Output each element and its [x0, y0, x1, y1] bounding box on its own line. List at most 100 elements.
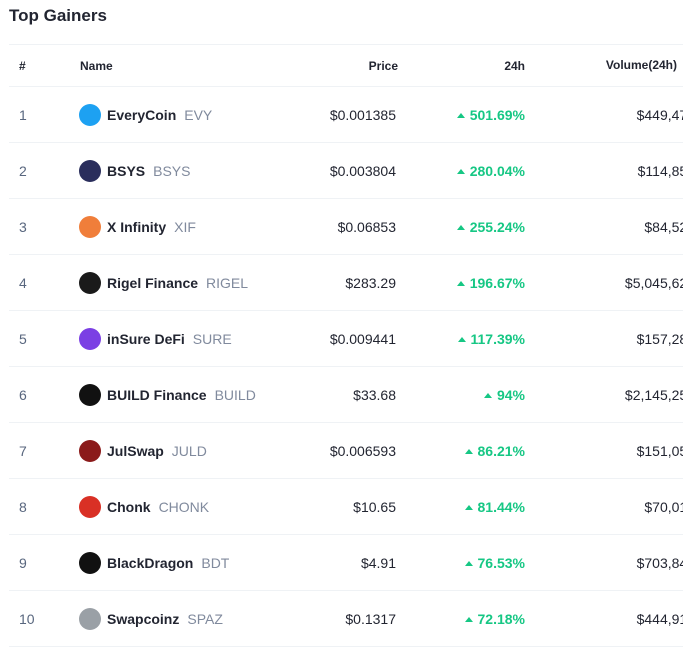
coin-name[interactable]: X Infinity — [107, 218, 167, 235]
rank-cell: 3 — [9, 198, 79, 255]
blackdragon-icon — [79, 551, 101, 574]
price-cell: $0.1317 — [280, 590, 398, 647]
column-header-price[interactable]: Price — [280, 44, 398, 87]
julswap-icon — [79, 439, 101, 462]
rank-cell: 8 — [9, 478, 79, 535]
volume-cell: $2,145,252 — [537, 366, 683, 423]
name-cell[interactable]: X Infinity XIF — [79, 198, 280, 255]
table-row[interactable]: 6 BUILD Finance BUILD $33.68 94% $2,145,252 — [9, 366, 683, 423]
coin-symbol: BSYS — [153, 162, 191, 179]
rank-cell: 2 — [9, 142, 79, 199]
coin-name[interactable]: BUILD Finance — [107, 386, 207, 403]
table-row[interactable]: 3 X Infinity XIF $0.06853 255.24% $84,528 — [9, 198, 683, 255]
change-24h-cell: 255.24% — [398, 198, 537, 255]
column-header-name[interactable]: Name — [79, 44, 280, 87]
name-cell[interactable]: inSure DeFi SURE — [79, 310, 280, 367]
table-row[interactable]: 1 EveryCoin EVY $0.001385 501.69% $449,474 — [9, 86, 683, 143]
price-cell: $0.009441 — [280, 310, 398, 367]
change-24h-cell: 76.53% — [398, 534, 537, 591]
change-value: 81.44% — [477, 498, 525, 515]
name-cell[interactable]: BlackDragon BDT — [79, 534, 280, 591]
chonk-icon — [79, 495, 101, 518]
coin-symbol: CHONK — [158, 498, 210, 515]
price-cell: $0.001385 — [280, 86, 398, 143]
coin-symbol: JULD — [171, 442, 207, 459]
build-finance-icon — [79, 383, 101, 406]
coin-name[interactable]: BSYS — [107, 162, 146, 179]
coin-name[interactable]: BlackDragon — [107, 554, 194, 571]
name-cell[interactable]: EveryCoin EVY — [79, 86, 280, 143]
caret-up-icon — [464, 504, 473, 510]
caret-up-icon — [464, 448, 473, 454]
name-cell[interactable]: BSYS BSYS — [79, 142, 280, 199]
rank-cell: 4 — [9, 254, 79, 311]
change-value: 196.67% — [469, 274, 525, 291]
change-value: 94% — [496, 386, 525, 403]
volume-cell: $84,528 — [537, 198, 683, 255]
caret-up-icon — [456, 168, 465, 174]
coin-name[interactable]: Swapcoinz — [107, 610, 180, 627]
rank-cell: 5 — [9, 310, 79, 367]
x-infinity-icon — [79, 215, 101, 238]
coin-name[interactable]: Chonk — [107, 498, 151, 515]
rigel-finance-icon — [79, 271, 101, 294]
coin-symbol: SPAZ — [187, 610, 223, 627]
caret-up-icon — [456, 224, 465, 230]
volume-cell: $114,851 — [537, 142, 683, 199]
name-cell[interactable]: JulSwap JULD — [79, 422, 280, 479]
change-value: 76.53% — [477, 554, 525, 571]
name-cell[interactable]: BUILD Finance BUILD — [79, 366, 280, 423]
volume-cell: $703,849 — [537, 534, 683, 591]
change-24h-cell: 280.04% — [398, 142, 537, 199]
name-cell[interactable]: Rigel Finance RIGEL — [79, 254, 280, 311]
rank-cell: 9 — [9, 534, 79, 591]
change-24h-cell: 196.67% — [398, 254, 537, 311]
table-header-row: # Name Price 24h Volume(24h)i — [9, 44, 683, 87]
insure-defi-icon — [79, 327, 101, 350]
table-row[interactable]: 9 BlackDragon BDT $4.91 76.53% $703,849 — [9, 534, 683, 591]
price-cell: $4.91 — [280, 534, 398, 591]
coin-name[interactable]: Rigel Finance — [107, 274, 199, 291]
volume-header-label: Volume(24h) — [605, 57, 677, 72]
price-cell: $0.06853 — [280, 198, 398, 255]
volume-cell: $157,286 — [537, 310, 683, 367]
coin-symbol: SURE — [192, 330, 232, 347]
coin-symbol: XIF — [174, 218, 196, 235]
change-24h-cell: 86.21% — [398, 422, 537, 479]
rank-cell: 6 — [9, 366, 79, 423]
name-cell[interactable]: Chonk CHONK — [79, 478, 280, 535]
bsys-icon — [79, 159, 101, 182]
change-24h-cell: 501.69% — [398, 86, 537, 143]
rank-cell: 1 — [9, 86, 79, 143]
table-row[interactable]: 4 Rigel Finance RIGEL $283.29 196.67% $5,045,… — [9, 254, 683, 311]
change-24h-cell: 72.18% — [398, 590, 537, 647]
name-cell[interactable]: Swapcoinz SPAZ — [79, 590, 280, 647]
coin-name[interactable]: JulSwap — [107, 442, 164, 459]
rank-cell: 10 — [9, 590, 79, 647]
change-value: 72.18% — [477, 610, 525, 627]
column-header-volume[interactable]: Volume(24h)i — [537, 44, 683, 87]
coin-symbol: EVY — [184, 106, 213, 123]
coin-name[interactable]: EveryCoin — [107, 106, 177, 123]
table-row[interactable]: 5 inSure DeFi SURE $0.009441 117.39% $157,286 — [9, 310, 683, 367]
top-gainers-table: # Name Price 24h Volume(24h)i 1EveryCoin… — [9, 44, 683, 647]
coin-name[interactable]: inSure DeFi — [107, 330, 185, 347]
coin-symbol: BUILD — [214, 386, 256, 403]
caret-up-icon — [483, 392, 492, 398]
change-value: 280.04% — [469, 162, 525, 179]
change-value: 117.39% — [470, 330, 526, 347]
price-cell: $0.006593 — [280, 422, 398, 479]
caret-up-icon — [457, 336, 466, 342]
caret-up-icon — [464, 560, 473, 566]
volume-cell: $151,059 — [537, 422, 683, 479]
table-row[interactable]: 10 Swapcoinz SPAZ $0.1317 72.18% $444,918 — [9, 590, 683, 647]
change-24h-cell: 81.44% — [398, 478, 537, 535]
caret-up-icon — [456, 112, 465, 118]
table-row[interactable]: 8 Chonk CHONK $10.65 81.44% $70,017 — [9, 478, 683, 535]
table-row[interactable]: 7 JulSwap JULD $0.006593 86.21% $151,059 — [9, 422, 683, 479]
column-header-24h[interactable]: 24h — [398, 44, 537, 87]
change-value: 86.21% — [477, 442, 525, 459]
column-header-rank[interactable]: # — [9, 44, 79, 87]
price-cell: $283.29 — [280, 254, 398, 311]
table-row[interactable]: 2 BSYS BSYS $0.003804 280.04% $114,851 — [9, 142, 683, 199]
